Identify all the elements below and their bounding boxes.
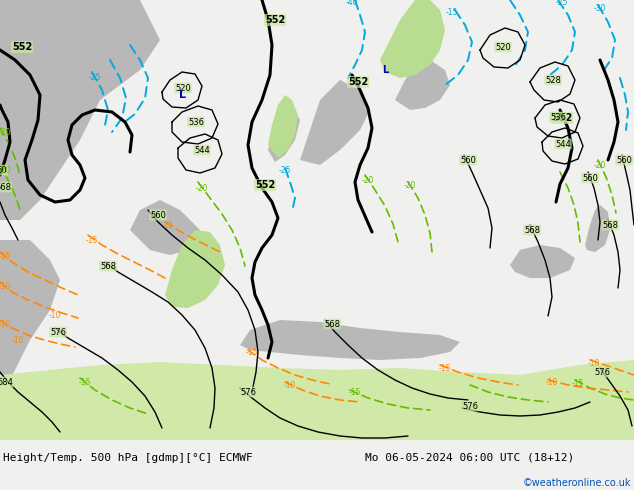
Polygon shape bbox=[240, 320, 460, 360]
Text: -20: -20 bbox=[404, 180, 416, 190]
Text: -15: -15 bbox=[79, 377, 91, 387]
Text: 520: 520 bbox=[175, 83, 191, 93]
Text: 544: 544 bbox=[555, 140, 571, 148]
Text: -10: -10 bbox=[49, 311, 61, 319]
Text: -20: -20 bbox=[196, 183, 208, 193]
Text: 568: 568 bbox=[324, 319, 340, 328]
Polygon shape bbox=[268, 95, 298, 158]
Polygon shape bbox=[130, 200, 200, 255]
Text: 520: 520 bbox=[495, 43, 511, 51]
Text: -15: -15 bbox=[0, 251, 11, 261]
Text: -10: -10 bbox=[284, 381, 296, 390]
Text: 560: 560 bbox=[582, 173, 598, 182]
Polygon shape bbox=[0, 0, 160, 220]
Text: 560: 560 bbox=[150, 211, 166, 220]
Text: 528: 528 bbox=[545, 75, 561, 84]
Text: 584: 584 bbox=[0, 377, 13, 387]
Text: -10: -10 bbox=[0, 281, 11, 291]
Polygon shape bbox=[0, 360, 634, 440]
Text: -20: -20 bbox=[0, 166, 11, 174]
Text: -10: -10 bbox=[0, 319, 11, 328]
Text: -20: -20 bbox=[0, 127, 11, 137]
Polygon shape bbox=[0, 240, 60, 440]
Text: -40: -40 bbox=[346, 0, 358, 6]
Text: -15: -15 bbox=[162, 220, 174, 229]
Text: -10: -10 bbox=[12, 336, 24, 344]
Polygon shape bbox=[165, 230, 225, 308]
Text: 568: 568 bbox=[602, 220, 618, 229]
Text: -25: -25 bbox=[556, 0, 568, 6]
Text: 536: 536 bbox=[550, 113, 566, 122]
Text: ©weatheronline.co.uk: ©weatheronline.co.uk bbox=[522, 477, 631, 488]
Text: Height/Temp. 500 hPa [gdmp][°C] ECMWF: Height/Temp. 500 hPa [gdmp][°C] ECMWF bbox=[3, 452, 253, 463]
Text: 576: 576 bbox=[594, 368, 610, 376]
Text: -20: -20 bbox=[594, 161, 606, 170]
Text: -25: -25 bbox=[89, 73, 101, 81]
Text: 536: 536 bbox=[188, 118, 204, 126]
Polygon shape bbox=[380, 0, 445, 78]
Text: 576: 576 bbox=[240, 388, 256, 396]
Text: -15: -15 bbox=[246, 347, 258, 357]
Text: L: L bbox=[382, 65, 388, 75]
Text: 544: 544 bbox=[194, 146, 210, 154]
Text: 552: 552 bbox=[265, 15, 285, 25]
Text: 576: 576 bbox=[462, 401, 478, 411]
Text: -15: -15 bbox=[446, 7, 458, 17]
Text: -15: -15 bbox=[349, 388, 361, 396]
Text: 568: 568 bbox=[0, 182, 11, 192]
Text: -15: -15 bbox=[439, 364, 451, 372]
Text: 560: 560 bbox=[616, 155, 632, 165]
Text: -30: -30 bbox=[594, 3, 606, 13]
Text: 552: 552 bbox=[348, 77, 368, 87]
Polygon shape bbox=[395, 60, 450, 110]
Text: 60: 60 bbox=[0, 166, 8, 174]
Text: 560: 560 bbox=[460, 155, 476, 165]
Text: -20: -20 bbox=[362, 175, 374, 185]
Polygon shape bbox=[300, 80, 370, 165]
Text: 576: 576 bbox=[50, 327, 66, 337]
Text: -15: -15 bbox=[572, 378, 584, 388]
Text: 552: 552 bbox=[255, 180, 275, 190]
Polygon shape bbox=[510, 245, 575, 278]
Polygon shape bbox=[268, 110, 300, 162]
Text: -10: -10 bbox=[546, 377, 558, 387]
Text: 552: 552 bbox=[552, 113, 572, 123]
Text: -25: -25 bbox=[279, 166, 291, 174]
Polygon shape bbox=[585, 205, 610, 252]
Text: 568: 568 bbox=[524, 225, 540, 235]
Text: -15: -15 bbox=[86, 236, 98, 245]
Text: -10: -10 bbox=[588, 359, 600, 368]
Text: L: L bbox=[179, 90, 186, 100]
Text: 568: 568 bbox=[100, 262, 116, 270]
Text: Mo 06-05-2024 06:00 UTC (18+12): Mo 06-05-2024 06:00 UTC (18+12) bbox=[365, 452, 574, 463]
Text: 552: 552 bbox=[12, 42, 32, 52]
